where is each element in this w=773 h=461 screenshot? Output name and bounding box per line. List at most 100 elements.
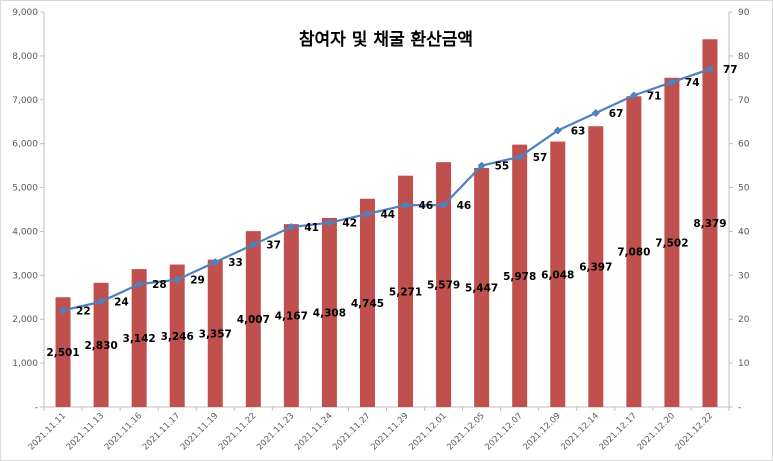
- x-tick-label: 2021.11.22: [217, 411, 258, 452]
- line-marker: [591, 108, 600, 117]
- bar: [588, 126, 604, 408]
- bar: [93, 282, 109, 407]
- right-tick-label: 30: [738, 271, 750, 281]
- bar: [702, 39, 718, 407]
- x-tick-label: 2021.11.11: [27, 411, 68, 452]
- right-tick-label: -: [738, 403, 741, 413]
- bar: [626, 96, 642, 408]
- bar: [398, 175, 414, 407]
- line-marker: [705, 65, 714, 74]
- line-marker: [439, 201, 448, 210]
- bar: [664, 77, 680, 408]
- bar: [550, 141, 566, 407]
- line-marker: [363, 209, 372, 218]
- bar-data-label: 4,745: [351, 298, 384, 310]
- bar-data-label: 3,142: [123, 333, 156, 345]
- chart-title: 참여자 및 채굴 환산금액: [299, 29, 473, 50]
- line-marker: [667, 78, 676, 87]
- right-axis: - 10 20 30 40 50 60 70 80 90: [728, 8, 750, 413]
- left-tick-label: 1,000: [12, 359, 38, 369]
- x-tick-label: 2021.12.14: [559, 411, 600, 452]
- line-data-label: 57: [533, 152, 548, 164]
- bar-data-label: 2,501: [46, 347, 79, 359]
- bar-series: [55, 39, 718, 408]
- x-tick-label: 2021.12.07: [483, 411, 524, 452]
- line-marker: [59, 306, 68, 315]
- left-tick-label: 7,000: [12, 96, 38, 106]
- x-tick-label: 2021.11.24: [293, 411, 334, 452]
- line-data-label: 22: [76, 305, 91, 317]
- line-data-label: 28: [152, 279, 167, 291]
- line-marker: [135, 280, 144, 289]
- line-data-label: 46: [419, 200, 434, 212]
- line-marker: [249, 240, 258, 249]
- line-marker: [553, 126, 562, 135]
- x-tick-label: 2021.12.22: [674, 411, 715, 452]
- line-data-label: 42: [342, 218, 357, 230]
- line-series: [59, 65, 714, 315]
- bar: [321, 217, 337, 407]
- line-marker: [325, 218, 334, 227]
- bar: [169, 264, 185, 407]
- bar-data-label: 6,048: [541, 269, 574, 281]
- line-data-labels: 22 24 28 29 33 37 41 42 44 46 46 55 57 63 67 71 74 77: [76, 64, 738, 317]
- right-tick-label: 10: [738, 359, 750, 369]
- bar-data-label: 5,271: [389, 286, 422, 298]
- x-tick-label: 2021.11.13: [65, 411, 106, 452]
- x-tick-label: 2021.11.17: [141, 411, 182, 452]
- left-tick-label: -: [35, 403, 38, 413]
- bar: [131, 269, 147, 407]
- bar-data-labels: 2,501 2,830 3,142 3,246 3,357 4,007 4,167 4,308…: [46, 218, 726, 359]
- x-axis: 2021.11.112021.11.132021.11.162021.11.17…: [27, 406, 730, 453]
- bar-data-label: 2,830: [84, 340, 117, 352]
- line-data-label: 67: [609, 108, 624, 120]
- line-marker: [97, 297, 106, 306]
- bar-data-label: 8,379: [693, 218, 726, 230]
- line-marker: [211, 258, 220, 267]
- line-data-label: 77: [723, 64, 738, 76]
- left-tick-label: 9,000: [12, 8, 38, 18]
- bar-data-label: 5,447: [465, 282, 498, 294]
- line-marker: [173, 275, 182, 284]
- series-line: [62, 68, 711, 312]
- line-data-label: 74: [685, 77, 700, 89]
- bar-data-label: 7,080: [617, 247, 650, 259]
- line-marker: [477, 161, 486, 170]
- x-tick-label: 2021.11.29: [369, 411, 410, 452]
- line-data-label: 46: [457, 200, 472, 212]
- left-tick-label: 4,000: [12, 227, 38, 237]
- bar-data-label: 3,246: [161, 331, 194, 343]
- line-data-label: 41: [304, 222, 319, 234]
- bar-data-label: 5,978: [503, 271, 536, 283]
- bar-data-label: 7,502: [655, 237, 688, 249]
- bar: [207, 259, 223, 407]
- x-tick-label: 2021.12.01: [407, 411, 448, 452]
- line-data-label: 37: [266, 240, 281, 252]
- right-tick-label: 60: [738, 140, 750, 150]
- bar-data-label: 3,357: [199, 328, 232, 340]
- right-tick-label: 70: [738, 96, 750, 106]
- line-marker: [629, 91, 638, 100]
- line-data-label: 33: [228, 257, 243, 269]
- line-data-label: 63: [571, 126, 586, 138]
- line-marker: [401, 201, 410, 210]
- right-tick-label: 40: [738, 227, 750, 237]
- x-tick-label: 2021.12.09: [521, 411, 562, 452]
- line-data-label: 24: [114, 297, 129, 309]
- bar: [474, 167, 490, 407]
- bar: [359, 198, 375, 407]
- x-tick-label: 2021.12.05: [445, 411, 486, 452]
- left-tick-label: 2,000: [12, 315, 38, 325]
- bar: [512, 144, 528, 408]
- right-tick-label: 20: [738, 315, 750, 325]
- line-data-label: 29: [190, 275, 205, 287]
- line-marker: [515, 152, 524, 161]
- x-tick-label: 2021.11.23: [255, 411, 296, 452]
- right-tick-label: 80: [738, 52, 750, 62]
- line-marker: [287, 223, 296, 232]
- x-tick-label: 2021.11.27: [331, 411, 372, 452]
- x-tick-label: 2021.11.16: [103, 411, 144, 452]
- left-tick-label: 6,000: [12, 140, 38, 150]
